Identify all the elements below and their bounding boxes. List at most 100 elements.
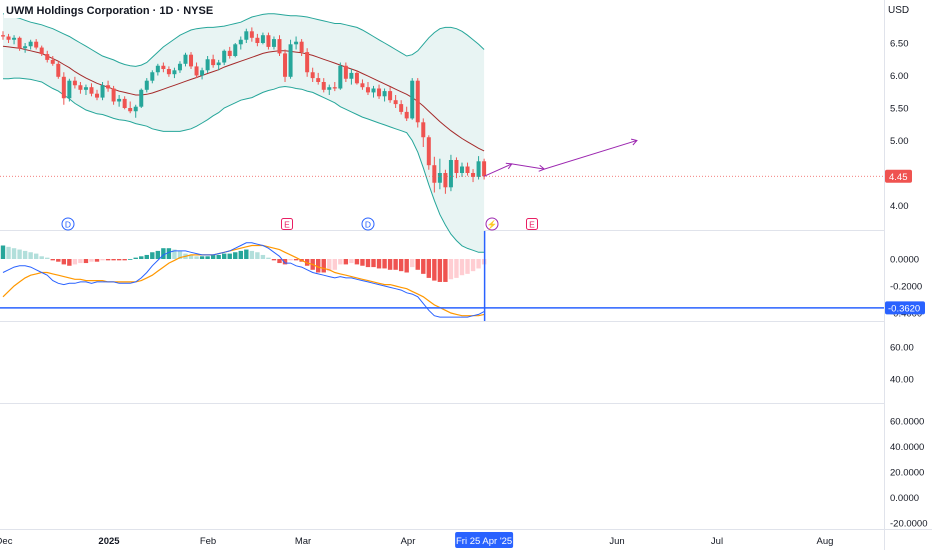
- candle: [227, 46, 232, 59]
- event-markers[interactable]: D E D ⚡ E: [61, 217, 538, 231]
- candle: [89, 83, 94, 97]
- candle: [17, 36, 22, 51]
- macd-histogram-bar: [470, 259, 476, 272]
- candlestick-series: [1, 27, 487, 194]
- macd-histogram-bar: [376, 259, 382, 269]
- candle: [316, 72, 321, 85]
- candle: [61, 72, 66, 105]
- macd-histogram-bar: [304, 259, 310, 266]
- candle-body: [34, 41, 39, 48]
- time-axis[interactable]: Dec 2025 Feb Mar Apr Jun Jul Aug Fri 25 Apr '25: [0, 532, 833, 548]
- macd-histogram-bar: [133, 257, 138, 259]
- candle-body: [144, 80, 149, 90]
- candle: [6, 33, 11, 43]
- candle-body: [360, 83, 365, 88]
- candle-body: [338, 65, 343, 89]
- candle: [45, 50, 50, 63]
- bollinger-bands: [2, 13, 485, 253]
- candle: [404, 106, 409, 121]
- candle: [399, 100, 404, 115]
- osc-tick-label: 40.0000: [890, 442, 924, 453]
- candle: [288, 39, 293, 79]
- symbol-title[interactable]: UWM Holdings Corporation · 1D · NYSE: [4, 4, 216, 18]
- macd-histogram-bar: [271, 259, 277, 261]
- candle-body: [189, 54, 194, 67]
- macd-histogram-bar: [0, 245, 6, 259]
- event-letter: E: [529, 219, 535, 229]
- candle-body: [6, 36, 11, 40]
- macd-histogram-bar: [227, 253, 232, 259]
- candle-body: [183, 54, 188, 64]
- macd-line: [2, 242, 485, 318]
- price-tick-label: 5.00: [890, 136, 909, 147]
- candle: [327, 84, 332, 95]
- price-axis[interactable]: 6.506.005.505.004.000.0000-0.2000-0.4000…: [885, 39, 928, 530]
- osc-tick-label: -20.0000: [890, 519, 928, 530]
- macd-histogram-bar: [249, 250, 255, 259]
- macd-histogram-bar: [437, 259, 443, 282]
- candle-body: [410, 80, 415, 119]
- candle-body: [448, 160, 453, 188]
- forecast-path: [483, 138, 638, 177]
- event-letter: E: [284, 219, 290, 229]
- event-badge: [526, 218, 538, 230]
- macd-histogram-bar: [288, 259, 293, 261]
- macd-histogram-bar: [293, 259, 299, 261]
- candle: [128, 101, 133, 114]
- macd-cursor-badge: [885, 301, 925, 315]
- osc-tick-label: 0.0000: [890, 493, 919, 504]
- candle-body: [17, 37, 22, 49]
- event-marker-dividend: D: [61, 217, 75, 231]
- time-tick-label: Mar: [295, 536, 311, 547]
- candle: [410, 78, 415, 120]
- candle: [354, 70, 359, 85]
- candle: [437, 158, 442, 190]
- forecast-arrowhead: [538, 164, 546, 172]
- macd-histogram-bar: [255, 252, 260, 259]
- macd-histogram-bar: [39, 256, 44, 259]
- last-price-label: 4.45: [889, 172, 908, 183]
- candle-body: [166, 69, 171, 75]
- candle: [211, 54, 216, 68]
- candle: [50, 56, 55, 66]
- time-cursor-badge: [455, 532, 514, 548]
- candle-body: [266, 35, 271, 47]
- bollinger-basis-line: [2, 45, 485, 152]
- candle-body: [443, 173, 448, 188]
- bollinger-upper-line: [2, 13, 485, 67]
- macd-histogram-bar: [150, 252, 155, 259]
- macd-histogram-bar: [194, 256, 199, 259]
- candle: [12, 35, 17, 45]
- candle: [371, 85, 376, 98]
- macd-histogram-bar: [244, 249, 249, 259]
- macd-histogram-bar: [22, 250, 28, 259]
- candle-body: [28, 41, 33, 47]
- macd-histogram-bar: [410, 259, 415, 268]
- macd-histogram-bar: [465, 259, 470, 274]
- bollinger-lower-line: [3, 77, 485, 253]
- currency-label[interactable]: USD: [888, 5, 910, 16]
- macd-histogram-bar: [122, 259, 127, 261]
- time-tick-label: Apr: [401, 536, 416, 547]
- macd-pane: [0, 242, 487, 318]
- candle: [448, 154, 453, 192]
- macd-histogram-bar: [354, 259, 360, 265]
- candle: [432, 156, 437, 193]
- candle: [200, 67, 205, 80]
- candle-body: [172, 70, 177, 75]
- macd-histogram-bar: [421, 259, 426, 274]
- candle: [34, 39, 39, 50]
- macd-histogram-bar: [338, 259, 343, 265]
- event-letter: D: [365, 219, 371, 229]
- macd-histogram-bar: [432, 259, 437, 281]
- macd-tick-label: 0.0000: [890, 255, 919, 266]
- candle: [100, 82, 105, 101]
- candle: [194, 62, 199, 79]
- candle-body: [371, 88, 376, 93]
- candle: [205, 56, 210, 73]
- candle: [443, 169, 448, 194]
- time-tick-label: Aug: [817, 536, 834, 547]
- candle-body: [150, 72, 155, 81]
